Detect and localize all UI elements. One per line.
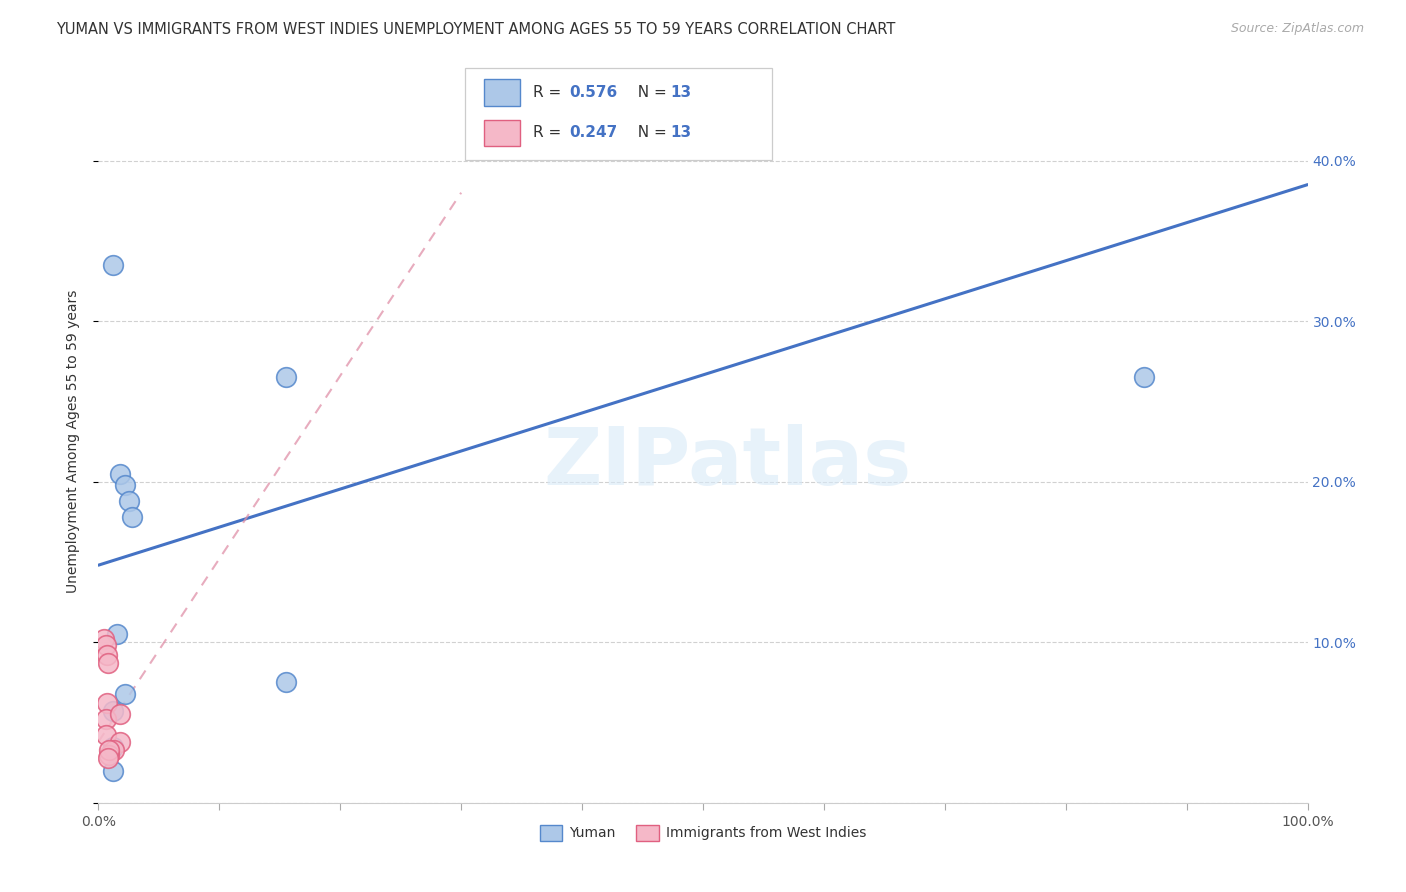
- Text: YUMAN VS IMMIGRANTS FROM WEST INDIES UNEMPLOYMENT AMONG AGES 55 TO 59 YEARS CORR: YUMAN VS IMMIGRANTS FROM WEST INDIES UNE…: [56, 22, 896, 37]
- Point: [101, 764, 124, 778]
- Legend: Yuman, Immigrants from West Indies: Yuman, Immigrants from West Indies: [534, 819, 872, 847]
- Text: 0.247: 0.247: [569, 126, 617, 140]
- Point: [121, 510, 143, 524]
- Point: [101, 258, 124, 272]
- Point: [103, 743, 125, 757]
- Point: [114, 687, 136, 701]
- Y-axis label: Unemployment Among Ages 55 to 59 years: Unemployment Among Ages 55 to 59 years: [66, 290, 80, 593]
- Point: [97, 751, 120, 765]
- Text: 13: 13: [671, 126, 692, 140]
- Text: ZIPatlas: ZIPatlas: [543, 425, 911, 502]
- Point: [108, 735, 131, 749]
- Point: [114, 478, 136, 492]
- Point: [96, 648, 118, 662]
- Point: [274, 675, 297, 690]
- Point: [108, 467, 131, 481]
- Text: N =: N =: [628, 86, 672, 100]
- Point: [98, 743, 121, 757]
- Point: [118, 494, 141, 508]
- Point: [94, 712, 117, 726]
- Point: [105, 627, 128, 641]
- Point: [98, 747, 121, 762]
- Point: [94, 639, 117, 653]
- Point: [96, 696, 118, 710]
- Point: [101, 739, 124, 754]
- Point: [274, 370, 297, 384]
- Text: 13: 13: [671, 86, 692, 100]
- Point: [101, 704, 124, 718]
- Text: R =: R =: [533, 86, 567, 100]
- Text: 0.576: 0.576: [569, 86, 617, 100]
- Point: [97, 656, 120, 670]
- Text: R =: R =: [533, 126, 567, 140]
- Point: [94, 728, 117, 742]
- Point: [1133, 370, 1156, 384]
- Point: [108, 707, 131, 722]
- Text: Source: ZipAtlas.com: Source: ZipAtlas.com: [1230, 22, 1364, 36]
- Text: N =: N =: [628, 126, 672, 140]
- Point: [93, 632, 115, 646]
